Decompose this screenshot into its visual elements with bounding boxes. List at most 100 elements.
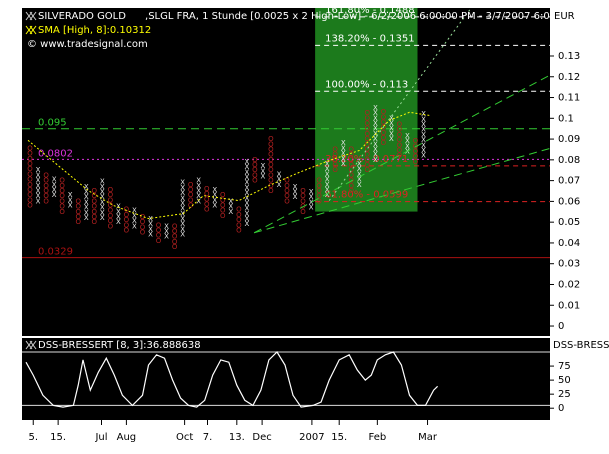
y-tick-label: 0.13 [558, 51, 580, 62]
pf-box: O [381, 129, 387, 137]
pf-box: X [293, 193, 298, 201]
pf-box: X [84, 193, 89, 201]
pf-box: O [124, 216, 130, 224]
y-tick-label: 0.06 [558, 196, 580, 207]
x-tick-label: Jul [94, 432, 107, 443]
pf-box: X [196, 197, 201, 205]
pf-box: X [68, 191, 73, 199]
pf-box: X [373, 114, 378, 122]
pf-box: O [316, 197, 322, 205]
pf-box: X [116, 208, 121, 216]
pf-box: X [52, 186, 57, 194]
pf-box: X [325, 160, 330, 168]
pf-box: X [100, 204, 105, 212]
pf-box: X [228, 208, 233, 216]
pf-box: X [244, 163, 249, 171]
dss-line [25, 351, 439, 408]
pf-box: O [365, 125, 371, 133]
pf-box: O [92, 197, 98, 205]
pf-box: X [212, 191, 217, 199]
pf-box: O [365, 140, 371, 148]
pf-box: O [365, 130, 371, 138]
pf-box: O [188, 186, 194, 194]
pf-box: O [92, 218, 98, 226]
pf-box: O [124, 206, 130, 214]
pf-box: X [52, 176, 57, 184]
pf-box: X [325, 170, 330, 178]
pf-box: X [421, 131, 426, 139]
y-tick-label: 50 [558, 375, 571, 386]
pf-box: X [373, 109, 378, 117]
pf-box: O [204, 190, 210, 198]
pf-box: O [284, 182, 290, 190]
pf-box: O [413, 137, 419, 145]
pf-box: X [180, 225, 185, 233]
pf-box: X [116, 203, 121, 211]
pf-box: X [180, 179, 185, 187]
pf-box: X [421, 141, 426, 149]
pf-box: X [244, 199, 249, 207]
pf-box: O [108, 217, 114, 225]
pf-box: O [268, 156, 274, 164]
pf-box: O [172, 243, 178, 251]
pf-box: O [300, 197, 306, 205]
pf-box: X [357, 181, 362, 189]
pf-box: X [100, 178, 105, 186]
fib-label: 61.80% - 0.0599 [325, 190, 408, 201]
pf-box: X [164, 228, 169, 236]
pf-box: O [172, 228, 178, 236]
pf-box: O [156, 237, 162, 245]
y-tick-label: 0 [558, 321, 564, 332]
pf-box: O [413, 153, 419, 161]
pf-box: X [68, 202, 73, 210]
pf-box: O [365, 166, 371, 174]
pf-box: X [100, 209, 105, 217]
pf-box: X [357, 170, 362, 178]
pf-box: O [27, 202, 33, 210]
y-tick-label: 0.1 [558, 113, 574, 124]
pf-box: O [188, 202, 194, 210]
pf-box: O [316, 192, 322, 200]
pf-box: O [381, 124, 387, 132]
pf-box: O [365, 109, 371, 117]
pf-box: X [52, 181, 57, 189]
pf-box: O [413, 148, 419, 156]
pf-box: O [332, 156, 338, 164]
pf-box: O [365, 135, 371, 143]
pf-box: O [268, 166, 274, 174]
pf-box: X [228, 197, 233, 205]
chart-title: SILVERADO GOLD ,SLGL FRA, 1 Stunde [0.00… [38, 11, 572, 22]
pf-box: X [100, 193, 105, 201]
pf-box: X [164, 222, 169, 230]
pf-box: O [236, 221, 242, 229]
pf-box: X [244, 215, 249, 223]
pf-box: X [341, 150, 346, 158]
pf-column: XXX [164, 222, 169, 240]
pf-box: O [59, 187, 65, 195]
pf-box: O [27, 186, 33, 194]
y-tick-label: 25 [558, 389, 571, 400]
pf-box: O [252, 166, 258, 174]
pf-box: O [365, 114, 371, 122]
pf-box: X [180, 194, 185, 202]
pf-box: O [236, 216, 242, 224]
pf-box: O [75, 197, 81, 205]
y-tick-label: 0.03 [558, 259, 580, 270]
pf-box: X [325, 176, 330, 184]
pf-box: X [421, 115, 426, 123]
y-tick-label: 75 [558, 361, 571, 372]
pf-box: O [172, 233, 178, 241]
pf-box: X [180, 231, 185, 239]
